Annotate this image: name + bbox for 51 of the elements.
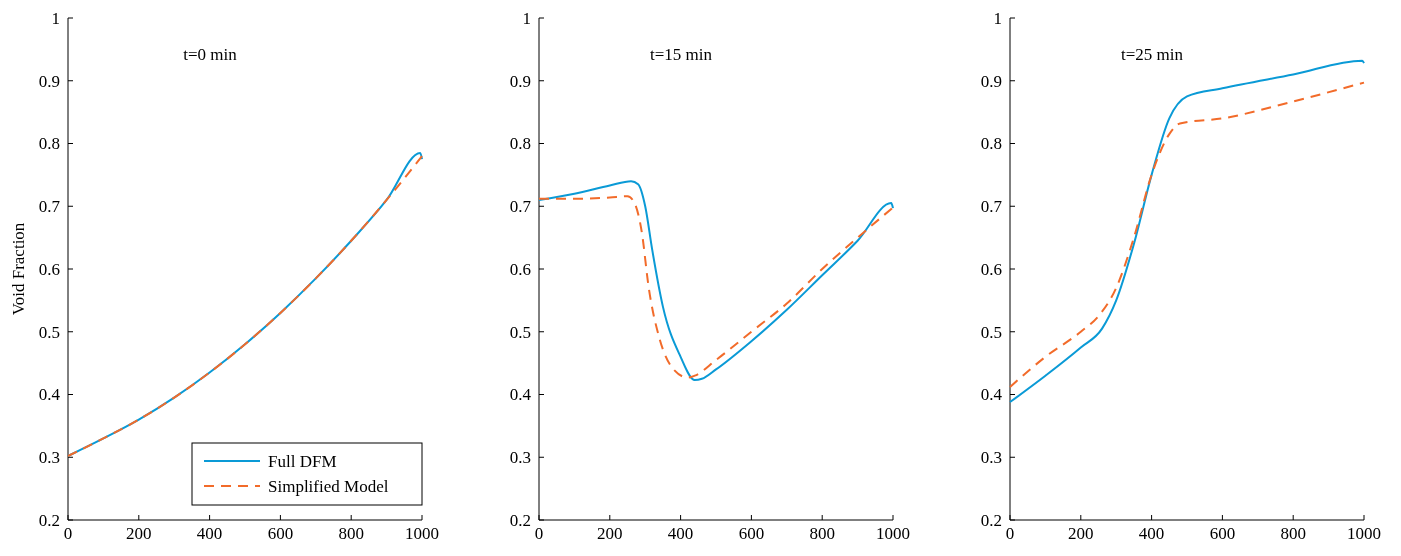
y-tick-label: 0.4 <box>38 385 61 405</box>
y-tick-label: 0.4 <box>509 385 532 405</box>
y-tick-label: 0.6 <box>38 259 60 279</box>
y-tick-label: 0.9 <box>980 71 1002 91</box>
x-tick-label: 1000 <box>876 524 910 543</box>
y-tick-label: 0.5 <box>38 322 60 342</box>
y-tick-label: 0.9 <box>509 71 531 91</box>
y-tick-label: 0.2 <box>38 510 60 530</box>
y-tick-label: 0.3 <box>509 448 531 468</box>
x-tick-label: 200 <box>597 524 623 543</box>
y-tick-label: 0.6 <box>980 259 1002 279</box>
x-tick-label: 1000 <box>1347 524 1381 543</box>
x-tick-label: 400 <box>667 524 694 543</box>
x-tick-label: 200 <box>126 524 152 543</box>
x-tick-label: 200 <box>1068 524 1094 543</box>
legend-label: Simplified Model <box>268 476 389 496</box>
x-tick-label: 1000 <box>405 524 439 543</box>
x-tick-label: 600 <box>267 524 294 543</box>
y-tick-label: 0.6 <box>509 259 531 279</box>
y-tick-label: 0.8 <box>38 134 60 154</box>
text: t=25 min <box>1120 45 1184 64</box>
x-tick-label: 0 <box>63 524 73 543</box>
y-tick-label: 0.8 <box>980 134 1002 154</box>
y-tick-label: 0.2 <box>980 510 1002 530</box>
y-tick-label: 0.3 <box>980 448 1002 468</box>
x-tick-label: 0 <box>534 524 544 543</box>
y-tick-label: 0.7 <box>509 197 532 217</box>
x-tick-label: 400 <box>196 524 223 543</box>
x-tick-label: 400 <box>1138 524 1165 543</box>
x-tick-label: 0 <box>1005 524 1015 543</box>
x-tick-label: 800 <box>809 524 835 543</box>
text: t=0 min <box>183 45 238 64</box>
y-tick-label: 0.2 <box>509 510 531 530</box>
legend-label: Full DFM <box>268 451 337 471</box>
y-tick-label: 0.5 <box>980 322 1002 342</box>
y-tick-label: 0.5 <box>509 322 531 342</box>
y-axis-title: Void Fraction <box>9 222 28 316</box>
y-tick-label: 0.7 <box>980 197 1003 217</box>
y-tick-label: 0.7 <box>38 197 61 217</box>
y-tick-label: 1 <box>51 8 60 28</box>
text: t=15 min <box>649 45 713 64</box>
y-tick-label: 0.4 <box>980 385 1003 405</box>
x-tick-label: 600 <box>738 524 765 543</box>
x-tick-label: 600 <box>1209 524 1236 543</box>
y-tick-label: 0.9 <box>38 71 60 91</box>
x-tick-label: 800 <box>338 524 364 543</box>
y-tick-label: 0.3 <box>38 448 60 468</box>
x-tick-label: 800 <box>1280 524 1306 543</box>
y-tick-label: 0.8 <box>509 134 531 154</box>
y-tick-label: 1 <box>993 8 1002 28</box>
y-tick-label: 1 <box>522 8 531 28</box>
